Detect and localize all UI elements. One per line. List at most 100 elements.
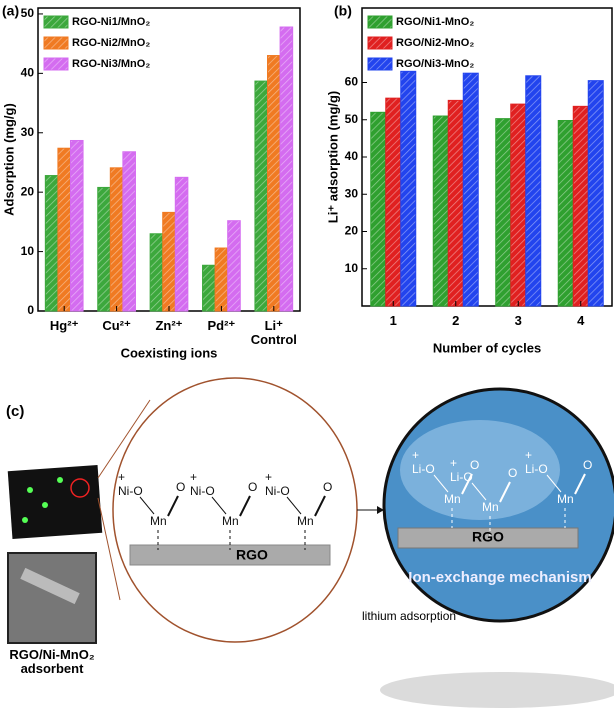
bar	[385, 97, 402, 307]
panel-label: (c)	[6, 403, 24, 420]
bar	[267, 55, 281, 312]
highlight-circle	[70, 478, 90, 498]
y-tick-label: 50	[21, 6, 35, 20]
legend-swatch	[367, 36, 393, 50]
bar	[254, 80, 269, 312]
legend-label: RGO/Ni1-MnO₂	[396, 16, 474, 28]
y-axis-label: Li⁺ adsorption (mg/g)	[325, 91, 340, 224]
bar	[370, 111, 387, 307]
group-label: Ni-O	[190, 484, 215, 498]
oxo-label: O	[470, 458, 479, 472]
bond	[574, 473, 586, 495]
group-label: Li-O	[450, 470, 473, 484]
y-tick-label: 40	[21, 66, 35, 80]
bond	[211, 496, 227, 515]
bar	[69, 139, 84, 312]
bar	[447, 99, 464, 307]
bar	[557, 119, 574, 307]
bar	[44, 175, 59, 312]
bar	[510, 103, 527, 307]
oxo-label: O	[508, 466, 517, 480]
bar	[400, 70, 417, 307]
charge: +	[265, 470, 272, 484]
bar	[97, 186, 111, 312]
metal-label: Mn	[222, 514, 239, 528]
group-label: Li-O	[412, 462, 435, 476]
fluorescence-image	[7, 464, 103, 540]
y-tick-label: 20	[345, 224, 359, 238]
y-tick-label: 10	[21, 244, 35, 258]
bond	[499, 481, 511, 503]
legend-label: RGO/Ni2-MnO₂	[396, 37, 474, 49]
bar	[525, 75, 542, 307]
oxo-label: O	[248, 480, 257, 494]
legend-label: RGO/Ni3-MnO₂	[396, 58, 474, 70]
bar	[227, 220, 241, 312]
support-label: RGO	[236, 547, 268, 563]
y-tick-label: 60	[345, 75, 359, 89]
process-label: lithium adsorption	[362, 609, 456, 623]
x-tick-label: 4	[577, 313, 585, 328]
bar	[432, 115, 449, 307]
zoom-line	[97, 497, 121, 601]
legend-label: RGO-Ni1/MnO₂	[72, 16, 150, 28]
bond	[167, 495, 179, 517]
y-tick-label: 40	[345, 149, 359, 163]
y-tick-label: 20	[21, 184, 35, 198]
bond	[139, 496, 155, 515]
rgo-sheet	[397, 527, 579, 549]
bond	[471, 482, 487, 501]
panel-label: (a)	[2, 3, 19, 19]
x-tick-label: 3	[514, 313, 522, 328]
sem-image	[7, 552, 97, 644]
legend-swatch	[367, 57, 393, 71]
y-tick-label: 10	[345, 261, 359, 275]
bar	[202, 264, 216, 312]
panel-label: (b)	[334, 3, 352, 19]
charge: +	[190, 470, 197, 484]
adsorbent-label: RGO/Ni-MnO₂ adsorbent	[9, 647, 95, 676]
bar	[462, 72, 479, 307]
x-tick-label: Hg²⁺	[49, 318, 79, 333]
bond	[461, 473, 473, 495]
metal-label: Mn	[482, 500, 499, 514]
group-label: Li-O	[525, 462, 548, 476]
metal-label: Mn	[150, 514, 167, 528]
bar	[572, 105, 589, 307]
zoom-circle	[112, 377, 358, 643]
y-tick-label: 30	[21, 125, 35, 139]
y-tick-label: 50	[345, 112, 359, 126]
legend-label: RGO-Ni2/MnO₂	[72, 37, 150, 49]
group-label: Ni-O	[265, 484, 290, 498]
oxo-label: O	[583, 458, 592, 472]
bar	[149, 233, 164, 312]
x-axis-label: Coexisting ions	[121, 345, 218, 360]
bond	[314, 495, 326, 517]
charge: +	[118, 470, 125, 484]
bar	[279, 26, 294, 312]
oxo-label: O	[176, 480, 185, 494]
x-tick-label: 1	[389, 313, 397, 328]
legend-swatch	[43, 36, 69, 50]
x-tick-label: Cu²⁺	[102, 318, 131, 333]
dot	[57, 477, 63, 483]
dot	[42, 502, 48, 508]
bond	[433, 474, 449, 493]
support-label: RGO	[472, 529, 504, 545]
shadow	[380, 672, 614, 708]
x-axis-label: Number of cycles	[433, 340, 541, 355]
x-tick-label: Li⁺ Control	[250, 318, 297, 347]
water-texture	[400, 420, 560, 520]
y-tick-label: 0	[27, 303, 34, 317]
x-tick-label: Pd²⁺	[207, 318, 236, 333]
bond	[546, 474, 562, 493]
arrow-head	[377, 506, 384, 514]
charge: +	[412, 448, 419, 462]
metal-label: Mn	[297, 514, 314, 528]
legend-swatch	[43, 57, 69, 71]
oxo-label: O	[323, 480, 332, 494]
x-tick-label: Zn²⁺	[155, 318, 183, 333]
metal-label: Mn	[557, 492, 574, 506]
metal-label: Mn	[444, 492, 461, 506]
